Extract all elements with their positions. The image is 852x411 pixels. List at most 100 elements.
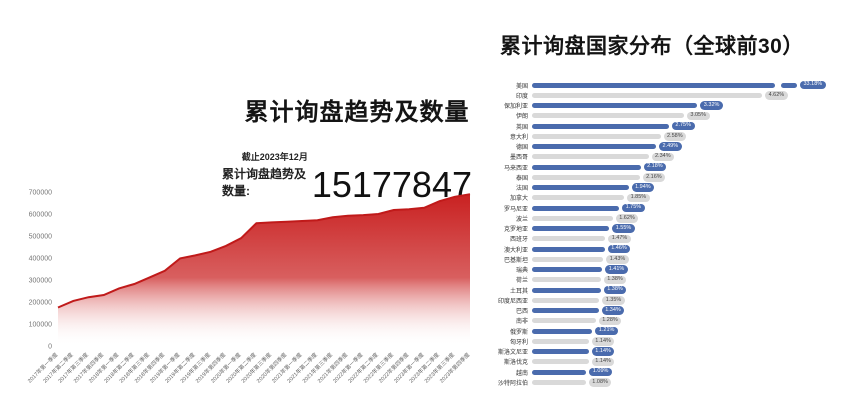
bar-row: 伊朗 3.05%	[486, 111, 850, 121]
bar-row: 保加利亚 3.32%	[486, 101, 850, 111]
percentage-badge: 2.58%	[663, 132, 687, 141]
percentage-badge: 1.14%	[591, 357, 615, 367]
country-bar[interactable]	[532, 297, 600, 303]
country-bar[interactable]	[532, 369, 587, 375]
country-label: 英国	[515, 124, 528, 131]
country-label: 南非	[515, 319, 528, 326]
country-bar[interactable]	[532, 92, 763, 98]
country-bar[interactable]	[532, 318, 596, 324]
bar-row: 南非 1.28%	[486, 316, 850, 326]
country-bar[interactable]	[532, 185, 629, 191]
country-label: 保加利亚	[503, 104, 528, 111]
country-bar[interactable]	[532, 103, 698, 109]
country-label: 沙特阿拉伯	[497, 380, 528, 387]
country-bar[interactable]	[532, 349, 589, 355]
country-bar-chart: 美国 33.18% 印度 4.62% 保加利亚 3.32% 伊朗 3.05% 英国 2.75% 意大…	[486, 80, 850, 388]
bar-row: 土耳其 1.38%	[486, 285, 850, 295]
country-label: 马来西亚	[503, 165, 528, 172]
country-bar[interactable]	[532, 226, 610, 232]
bar-row: 西班牙 1.47%	[486, 234, 850, 244]
bar-row: 加拿大 1.85%	[486, 193, 850, 203]
country-label: 澳大利亚	[503, 247, 528, 254]
country-bar[interactable]	[532, 236, 606, 242]
bar-row: 罗马尼亚 1.75%	[486, 203, 850, 213]
as-of-date-label: 截止2023年12月	[241, 152, 308, 162]
bar-row: 沙特阿拉伯 1.08%	[486, 377, 850, 387]
percentage-badge: 1.75%	[622, 203, 645, 213]
country-bar[interactable]	[532, 164, 641, 170]
percentage-badge: 1.94%	[631, 183, 655, 192]
country-bar[interactable]	[532, 328, 593, 334]
bar-row: 斯洛伐克 1.14%	[486, 357, 850, 367]
y-tick-label: 500000	[29, 234, 52, 241]
country-bar[interactable]	[532, 154, 649, 160]
bar-row: 荷兰 1.38%	[486, 275, 850, 285]
bar-row: 墨西哥 2.34%	[486, 152, 850, 162]
bar-row: 波兰 1.62%	[486, 213, 850, 223]
bar-row: 泰国 2.16%	[486, 172, 850, 182]
percentage-badge: 1.38%	[603, 285, 627, 295]
country-bar[interactable]	[532, 359, 589, 365]
bar-row: 瑞典 1.41%	[486, 265, 850, 275]
country-label: 斯洛伐克	[503, 360, 528, 367]
country-label: 罗马尼亚	[503, 206, 528, 213]
percentage-badge: 1.85%	[627, 193, 650, 203]
country-bar[interactable]	[532, 174, 640, 180]
country-label: 泰国	[515, 175, 528, 182]
percentage-badge: 1.34%	[601, 306, 625, 315]
percentage-badge: 3.05%	[686, 111, 710, 121]
country-label: 西班牙	[509, 237, 528, 244]
area-chart-svg[interactable]: 700000 600000 500000 400000 300000 200000 1000…	[8, 178, 482, 410]
y-tick-label: 700000	[29, 190, 52, 197]
country-label: 波兰	[515, 216, 528, 223]
area-fill[interactable]	[58, 194, 470, 346]
country-bar[interactable]	[532, 338, 589, 344]
percentage-badge: 1.43%	[606, 255, 629, 264]
country-bar[interactable]	[532, 215, 613, 221]
y-tick-label: 200000	[29, 300, 52, 307]
percentage-badge: 3.32%	[700, 101, 723, 110]
percentage-badge: 1.14%	[591, 347, 615, 356]
country-bar-overflow-segment[interactable]	[781, 82, 797, 88]
trend-area-chart[interactable]: 700000 600000 500000 400000 300000 200000 1000…	[8, 178, 482, 410]
bar-row: 澳大利亚 1.46%	[486, 244, 850, 254]
bar-row: 越南 1.09%	[486, 367, 850, 377]
country-label: 加拿大	[509, 196, 528, 203]
country-bar[interactable]	[532, 195, 625, 201]
country-bar[interactable]	[532, 256, 604, 262]
country-bar[interactable]	[532, 246, 605, 252]
country-bar[interactable]	[532, 82, 775, 88]
country-label: 墨西哥	[509, 155, 528, 162]
bar-row: 克罗地亚 1.55%	[486, 224, 850, 234]
country-bar[interactable]	[532, 308, 599, 314]
percentage-badge: 1.14%	[591, 337, 615, 346]
bar-row: 匈牙利 1.14%	[486, 336, 850, 346]
country-bar[interactable]	[532, 205, 620, 211]
country-bar[interactable]	[532, 113, 684, 119]
country-bar[interactable]	[532, 287, 601, 293]
country-bar[interactable]	[532, 267, 603, 273]
bar-row: 法国 1.94%	[486, 183, 850, 193]
country-bar[interactable]	[532, 277, 601, 283]
percentage-badge: 1.46%	[607, 244, 631, 254]
country-label: 伊朗	[515, 114, 528, 121]
total-inquiries-label: 累计询盘趋势及数量:	[222, 167, 307, 198]
total-inquiries-value: 15177847	[311, 164, 472, 205]
percentage-badge: 2.34%	[651, 152, 675, 162]
country-bar[interactable]	[532, 379, 586, 385]
country-label: 土耳其	[509, 288, 528, 295]
country-bar[interactable]	[532, 123, 669, 129]
percentage-badge: 1.35%	[602, 296, 625, 305]
country-label: 法国	[515, 186, 528, 193]
country-bar[interactable]	[532, 133, 661, 139]
percentage-badge: 1.28%	[598, 316, 622, 326]
country-label: 印度	[515, 93, 528, 100]
country-chart-title: 累计询盘国家分布（全球前30）	[500, 35, 804, 58]
country-label: 美国	[515, 83, 528, 90]
country-label: 瑞典	[515, 268, 528, 275]
y-tick-label: 600000	[29, 212, 52, 219]
area-top-line	[57, 193, 471, 309]
country-bar[interactable]	[532, 144, 656, 150]
country-label: 巴西	[515, 309, 528, 316]
